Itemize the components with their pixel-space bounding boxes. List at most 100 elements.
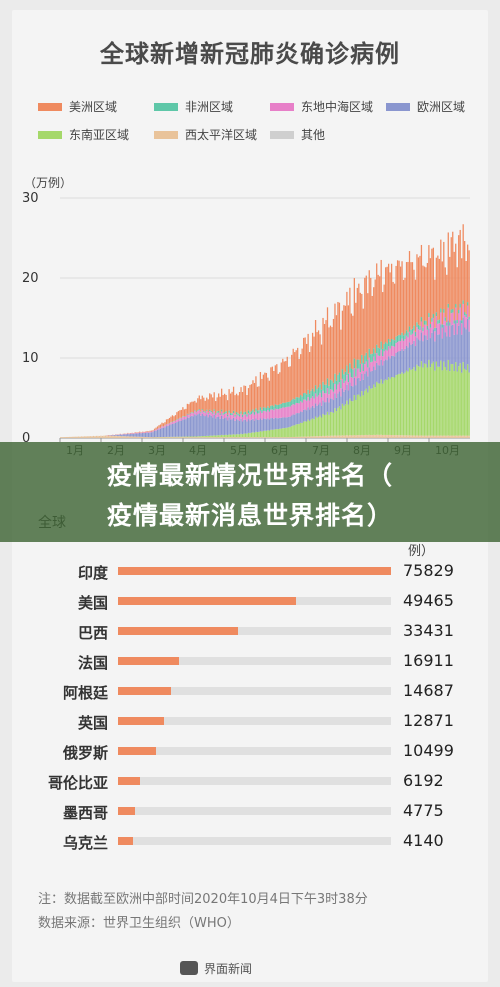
area-segment [413, 340, 415, 368]
area-segment [294, 352, 296, 400]
area-segment [270, 367, 272, 406]
area-segment [204, 416, 206, 437]
area-segment [159, 437, 162, 438]
area-segment [461, 372, 463, 436]
area-segment [173, 416, 175, 422]
area-segment [156, 426, 159, 429]
area-segment [176, 412, 178, 420]
area-segment [413, 367, 415, 436]
area-segment [133, 436, 135, 438]
area-segment [434, 331, 436, 342]
area-segment [450, 313, 452, 326]
area-segment [243, 433, 245, 438]
area-segment [162, 437, 165, 438]
legend-item: 美洲区域 [38, 98, 117, 115]
brand-name: 界面新闻 [204, 961, 253, 976]
area-segment [437, 366, 439, 436]
area-segment [326, 378, 329, 389]
area-segment [308, 393, 311, 401]
area-segment [253, 420, 256, 433]
area-segment [298, 397, 300, 404]
area-segment [408, 435, 411, 438]
area-segment [280, 408, 282, 418]
bar-chart-unit: 例） [408, 544, 435, 559]
area-segment [389, 358, 391, 379]
area-segment [150, 437, 153, 438]
area-segment [231, 413, 233, 416]
area-segment [355, 435, 357, 438]
area-segment [185, 416, 187, 420]
area-segment [404, 339, 406, 349]
area-segment [307, 333, 309, 390]
area-segment [331, 327, 333, 381]
area-segment [255, 376, 257, 409]
area-segment [182, 416, 184, 417]
area-segment [437, 323, 439, 335]
area-segment [464, 315, 466, 328]
area-segment [231, 391, 233, 414]
area-segment [168, 437, 171, 438]
area-segment [446, 325, 448, 337]
area-segment [356, 368, 358, 379]
area-segment [385, 359, 387, 380]
area-segment [241, 437, 244, 438]
area-segment [353, 358, 355, 369]
area-segment [229, 434, 232, 438]
area-segment [376, 381, 378, 435]
area-segment [255, 418, 257, 432]
area-segment [165, 437, 168, 438]
area-segment [255, 411, 257, 419]
area-segment [209, 437, 211, 438]
area-segment [289, 401, 291, 407]
area-segment [395, 352, 397, 376]
area-segment [313, 391, 315, 399]
area-segment [459, 229, 461, 305]
area-segment [270, 405, 272, 410]
area-segment [402, 340, 405, 351]
area-segment [338, 372, 341, 383]
footnote-source: 数据来源：世界卫生组织（WHO） [38, 916, 240, 931]
area-segment [203, 437, 205, 438]
area-segment [465, 261, 467, 314]
area-segment [195, 411, 197, 413]
area-segment [352, 369, 354, 378]
area-segment [210, 394, 212, 411]
area-segment [310, 419, 312, 437]
area-segment [194, 411, 196, 415]
area-segment [170, 424, 172, 437]
area-segment [240, 413, 242, 419]
area-segment [162, 423, 165, 427]
area-segment [143, 436, 145, 438]
area-segment [300, 395, 302, 402]
area-segment [201, 436, 203, 438]
area-segment [268, 411, 270, 420]
area-segment [364, 364, 366, 374]
bar [118, 567, 391, 575]
area-segment [291, 415, 293, 427]
area-segment [218, 416, 220, 436]
area-segment [252, 418, 254, 433]
area-segment [449, 435, 451, 438]
area-segment [164, 425, 166, 428]
area-segment [295, 436, 297, 438]
area-segment [234, 437, 236, 438]
area-segment [304, 409, 306, 422]
area-segment [255, 431, 257, 438]
bar [118, 597, 297, 605]
area-segment [218, 410, 220, 413]
area-segment [390, 339, 393, 346]
area-segment [210, 415, 212, 436]
area-segment [206, 414, 208, 436]
area-segment [408, 251, 411, 327]
area-segment [155, 437, 157, 438]
area-segment [264, 437, 266, 438]
area-segment [222, 437, 224, 438]
area-segment [377, 355, 379, 366]
area-segment [155, 427, 157, 430]
legend-swatch [38, 102, 62, 111]
area-segment [468, 331, 470, 373]
area-segment [219, 396, 221, 414]
area-segment [377, 347, 379, 356]
area-segment [358, 359, 360, 369]
area-segment [393, 377, 396, 436]
